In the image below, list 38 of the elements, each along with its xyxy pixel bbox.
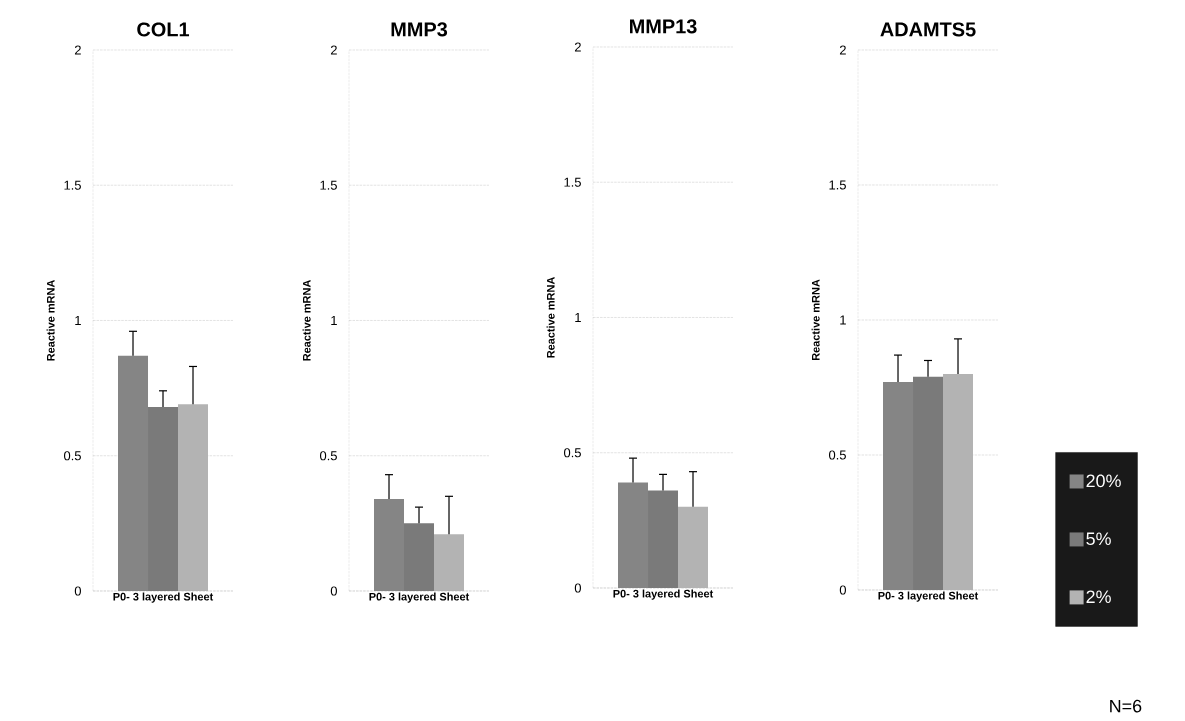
x-tick-label: P0- 3 layered Sheet (369, 592, 470, 603)
legend-label: 20% (1086, 474, 1121, 488)
y-axis-title: Reactive mRNA (302, 279, 311, 361)
y-tick-label: 2 (839, 45, 846, 55)
y-tick-label: 1 (75, 316, 81, 325)
x-tick-label: P0- 3 layered Sheet (878, 591, 979, 602)
y-tick-label: 1.5 (564, 177, 581, 187)
y-tick-label: 2 (574, 42, 581, 52)
y-axis-title: Reactive mRNA (46, 279, 55, 361)
y-tick-label: 1 (840, 315, 846, 325)
y-tick-label: 0 (74, 586, 81, 596)
chart-title: MMP13 (630, 19, 697, 34)
y-axis-title: Reactive mRNA (811, 279, 820, 361)
bar (434, 534, 465, 591)
y-tick-label: 1.5 (64, 180, 81, 190)
legend-label: 2% (1086, 590, 1111, 604)
y-tick-label: 0.5 (63, 451, 81, 461)
y-tick-label: 1 (575, 313, 581, 322)
chart-title: COL1 (137, 22, 190, 37)
y-tick-label: 0.5 (563, 448, 581, 458)
y-tick-label: 1.5 (320, 180, 337, 190)
y-tick-label: 0 (330, 586, 337, 596)
y-tick-label: 1 (331, 316, 337, 325)
y-tick-label: 2 (74, 45, 81, 55)
y-tick-label: 0 (574, 583, 581, 593)
y-tick-label: 0.5 (828, 450, 846, 460)
legend-label: 5% (1086, 532, 1111, 546)
text: N=6 (1110, 699, 1142, 713)
bar (178, 404, 209, 591)
x-tick-label: P0- 3 layered Sheet (113, 592, 214, 603)
y-axis-title: Reactive mRNA (546, 276, 555, 358)
chart-title: MMP3 (391, 22, 448, 37)
y-tick-label: 1.5 (829, 180, 846, 190)
y-tick-label: 2 (330, 45, 337, 55)
x-tick-label: P0- 3 layered Sheet (613, 589, 714, 600)
y-tick-label: 0 (839, 585, 846, 595)
y-tick-label: 0.5 (319, 451, 337, 461)
chart-title: ADAMTS5 (880, 22, 976, 37)
